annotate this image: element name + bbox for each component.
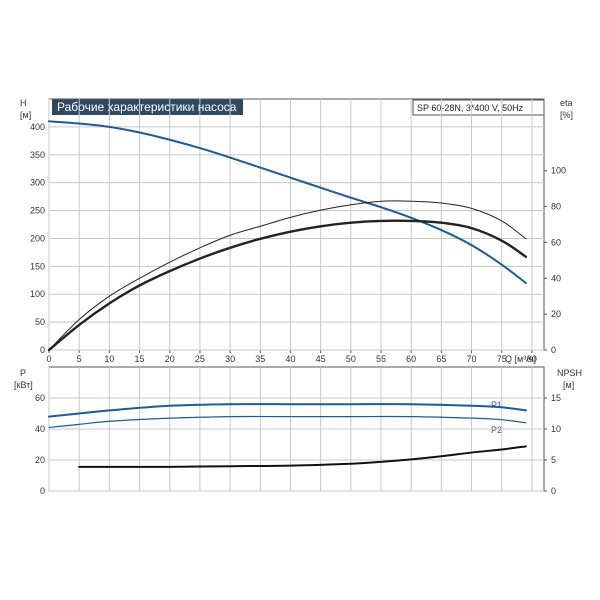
x-tick-label: 70	[467, 354, 477, 364]
h-tick-label: 400	[30, 122, 45, 132]
chart-title: Рабочие характеристики насоса	[57, 100, 237, 114]
h-axis-unit: [м]	[20, 110, 31, 120]
h-axis-label: H	[20, 98, 27, 108]
head-curve	[48, 120, 527, 285]
chart-title-background	[52, 99, 243, 115]
x-tick-label: 25	[195, 354, 205, 364]
x-tick-label: 35	[255, 354, 265, 364]
x-tick-label: 50	[346, 354, 356, 364]
bottom-grid: 0 20 40 60 0 5 10 15	[35, 366, 561, 496]
h-tick-label: 350	[30, 150, 45, 160]
eta-tick-label: 60	[551, 237, 561, 247]
h-tick-label: 50	[35, 317, 45, 327]
npsh-axis-label: NPSH	[557, 368, 582, 378]
x-tick-label: 80	[527, 354, 537, 364]
p1-power-curve	[48, 403, 527, 418]
top-plot-frame	[48, 98, 545, 351]
p-axis-label: P	[20, 368, 26, 378]
npsh-tick-label: 10	[551, 424, 561, 434]
x-tick-label: 20	[165, 354, 175, 364]
x-tick-label: 40	[285, 354, 295, 364]
top-series-group	[47, 120, 528, 352]
eta-axis-label: eta	[560, 98, 573, 108]
eta-tick-label: 0	[551, 345, 556, 355]
eta-axis-unit: [%]	[560, 110, 573, 120]
h-tick-label: 150	[30, 261, 45, 271]
h-tick-label: 300	[30, 178, 45, 188]
npsh-curve	[78, 445, 527, 468]
x-tick-label: 60	[406, 354, 416, 364]
x-tick-label: 30	[225, 354, 235, 364]
top-grid: 0 5 10 15 20 25 30 35 40 45 50 55 60 65 70 75 80 0 50 100 15…	[30, 98, 566, 364]
pump-info-text: SP 60-28N, 3*400 V, 50Hz	[417, 103, 524, 113]
eta-tick-label: 20	[551, 309, 561, 319]
h-tick-label: 0	[40, 345, 45, 355]
eta-tick-label: 40	[551, 273, 561, 283]
eta-tick-label: 100	[551, 166, 566, 176]
npsh-axis-unit: [м]	[563, 380, 574, 390]
h-tick-label: 100	[30, 289, 45, 299]
h-tick-label: 200	[30, 233, 45, 243]
p-tick-label: 0	[40, 486, 45, 496]
x-tick-label: 55	[376, 354, 386, 364]
x-tick-label: 15	[135, 354, 145, 364]
npsh-tick-label: 0	[551, 486, 556, 496]
x-tick-label: 10	[104, 354, 114, 364]
p2-power-curve	[48, 415, 527, 429]
npsh-tick-label: 15	[551, 393, 561, 403]
q-axis-label: Q [м³/ч]	[505, 354, 536, 364]
eta-pump-curve	[47, 219, 528, 352]
p-tick-label: 40	[35, 424, 45, 434]
npsh-tick-label: 5	[551, 455, 556, 465]
x-tick-label: 0	[46, 354, 51, 364]
eta-hydraulic-curve	[48, 200, 527, 351]
x-tick-label: 75	[497, 354, 507, 364]
x-tick-label: 65	[436, 354, 446, 364]
p-tick-label: 20	[35, 455, 45, 465]
series-label-p2: P2	[491, 425, 502, 435]
p-axis-unit: [кВт]	[14, 380, 33, 390]
bottom-series-group	[48, 403, 527, 468]
x-tick-label: 45	[316, 354, 326, 364]
eta-tick-label: 80	[551, 202, 561, 212]
p-tick-label: 60	[35, 393, 45, 403]
series-label-p1: P1	[491, 400, 502, 410]
h-tick-label: 250	[30, 206, 45, 216]
x-tick-label: 5	[77, 354, 82, 364]
